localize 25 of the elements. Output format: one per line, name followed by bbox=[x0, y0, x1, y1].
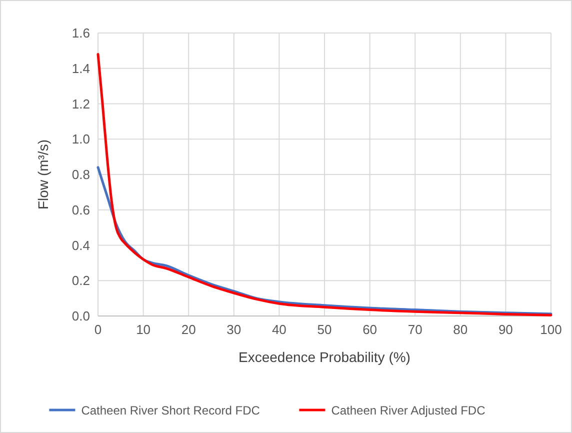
x-tick-label: 30 bbox=[226, 322, 242, 337]
y-tick-label: 0.4 bbox=[72, 238, 90, 253]
x-tick-label: 0 bbox=[94, 322, 102, 337]
y-tick-label: 1.4 bbox=[72, 60, 90, 76]
y-tick-label: 1.6 bbox=[72, 26, 90, 40]
legend-label: Catheen River Short Record FDC bbox=[81, 404, 260, 418]
x-tick-label: 70 bbox=[408, 322, 422, 337]
line-series bbox=[96, 52, 552, 316]
y-axis-title: Flow (m³/s) bbox=[35, 140, 51, 210]
x-tick-label: 80 bbox=[453, 322, 468, 337]
y-tick-label: 0.6 bbox=[72, 202, 90, 218]
y-tick-label: 1.2 bbox=[72, 96, 90, 112]
y-tick-label: 0.0 bbox=[72, 308, 90, 324]
y-tick-label: 0.2 bbox=[72, 273, 90, 288]
x-tick-label: 90 bbox=[498, 322, 513, 337]
y-tick-label: 0.8 bbox=[72, 167, 90, 182]
x-tick-label: 50 bbox=[317, 322, 332, 337]
x-tick-label: 10 bbox=[136, 322, 151, 337]
x-tick-label: 100 bbox=[540, 322, 562, 337]
x-tick-label: 20 bbox=[181, 322, 196, 337]
x-axis-title: Exceedence Probability (%) bbox=[238, 349, 410, 365]
legend-label: Catheen River Adjusted FDC bbox=[331, 404, 486, 418]
y-tick-label: 1.0 bbox=[72, 132, 90, 147]
x-tick-label: 40 bbox=[272, 322, 286, 337]
x-tick-label: 60 bbox=[362, 322, 378, 337]
